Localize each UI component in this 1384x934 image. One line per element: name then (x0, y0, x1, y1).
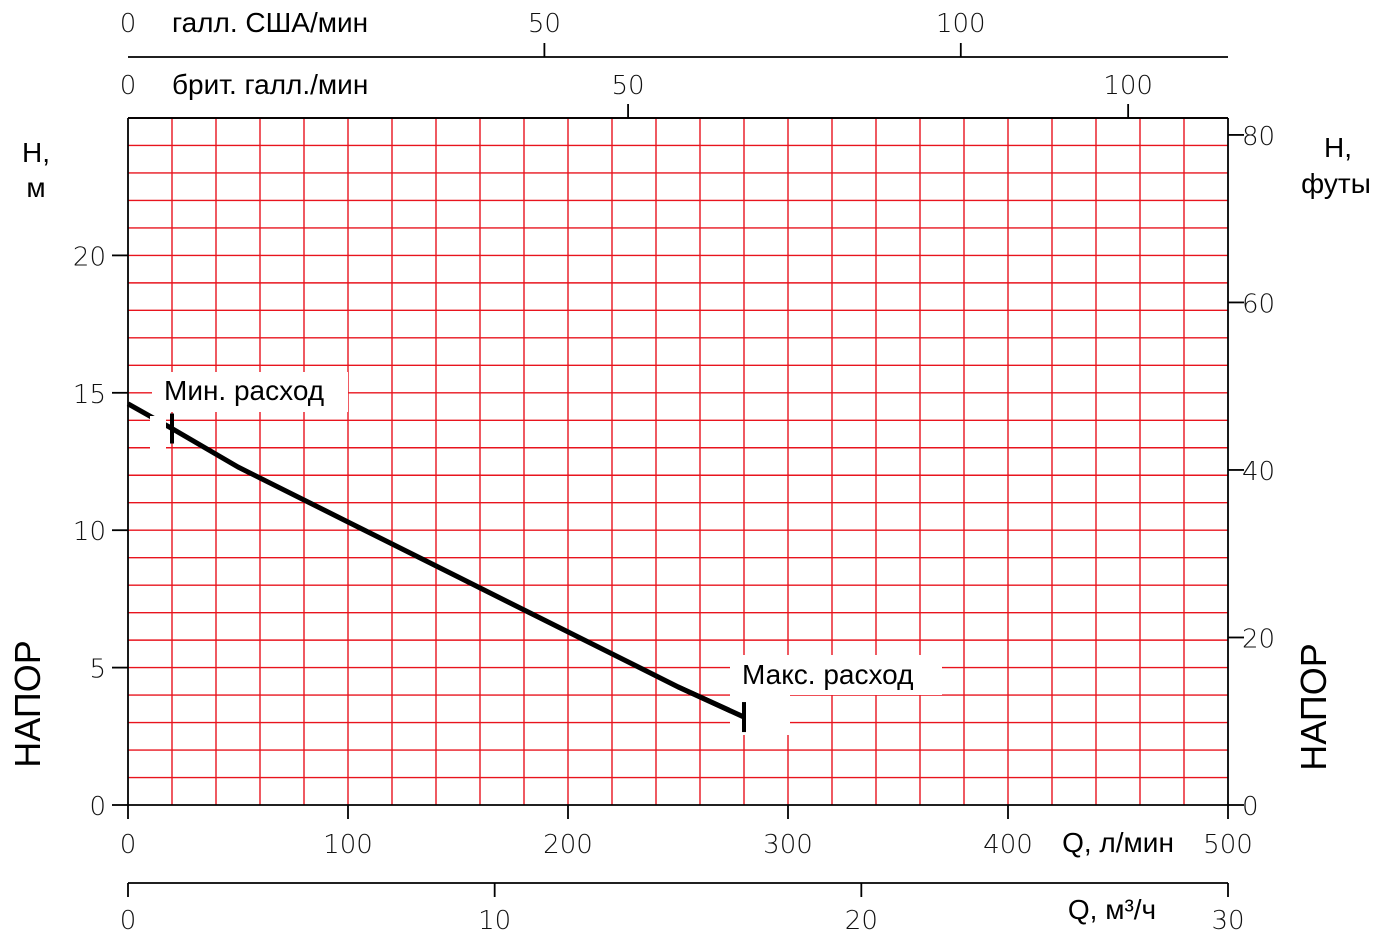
max-flow-label: Макс. расход (742, 659, 913, 690)
x-m3h-tick-label: 0 (120, 906, 137, 934)
y-right-tick-label: 60 (1242, 289, 1275, 319)
x-m3h-tick-label: 10 (478, 906, 511, 934)
uk-gpm-zero-label: 0 (120, 71, 137, 101)
us-gpm-tick-label: 50 (528, 9, 561, 39)
chart-axes (127, 56, 1229, 884)
y-left-tick-label: 0 (89, 792, 106, 822)
x-lpm-tick-label: 500 (1203, 830, 1253, 860)
right-side-label: НАПОР (1293, 643, 1334, 771)
uk-gpm-tick-label: 100 (1103, 71, 1153, 101)
max-flow-label-bg (730, 655, 942, 695)
left-side-label: НАПОР (7, 640, 48, 768)
x-lpm-tick-label: 0 (120, 830, 137, 860)
min-flow-label-bg (152, 372, 348, 412)
uk-gpm-axis-label: брит. галл./мин (172, 69, 368, 100)
head-flow-curve (126, 401, 746, 720)
min-flow-label: Мин. расход (164, 375, 324, 406)
x-lpm-tick-label: 400 (983, 830, 1033, 860)
x-m3h-tick-label: 30 (1211, 906, 1244, 934)
x-lpm-tick-label: 300 (763, 830, 813, 860)
y-right-tick-label: 40 (1242, 457, 1275, 487)
y-left-tick-label: 20 (73, 242, 106, 272)
y-right-tick-label: 20 (1242, 624, 1275, 654)
right-h-label: H, (1324, 132, 1352, 163)
x-lpm-tick-label: 200 (543, 830, 593, 860)
us-gpm-tick-label: 100 (936, 9, 986, 39)
head-flow-curve-end (676, 684, 746, 720)
chart-grid (128, 117, 1228, 805)
x-axis-label-m3h: Q, м³/ч (1068, 894, 1156, 925)
chart-curve: Мин. расход Макс. расход (126, 372, 942, 735)
y-right-tick-label: 0 (1242, 792, 1259, 822)
left-unit-label: м (26, 172, 45, 203)
y-left-tick-label: 15 (73, 380, 106, 410)
left-h-label: H, (22, 137, 50, 168)
y-left-tick-label: 5 (89, 655, 106, 685)
y-left-tick-label: 10 (73, 517, 106, 547)
chart-labels: галл. США/мин брит. галл./мин H, м H, фу… (7, 7, 1371, 925)
x-m3h-tick-label: 20 (845, 906, 878, 934)
right-unit-label: футы (1301, 168, 1371, 199)
min-flow-gap (150, 416, 166, 450)
uk-gpm-tick-label: 50 (612, 71, 645, 101)
us-gpm-axis-label: галл. США/мин (172, 7, 368, 38)
x-lpm-tick-label: 100 (323, 830, 373, 860)
y-right-tick-label: 80 (1242, 122, 1275, 152)
us-gpm-zero-label: 0 (120, 9, 137, 39)
x-axis-label-lpm: Q, л/мин (1062, 827, 1174, 858)
